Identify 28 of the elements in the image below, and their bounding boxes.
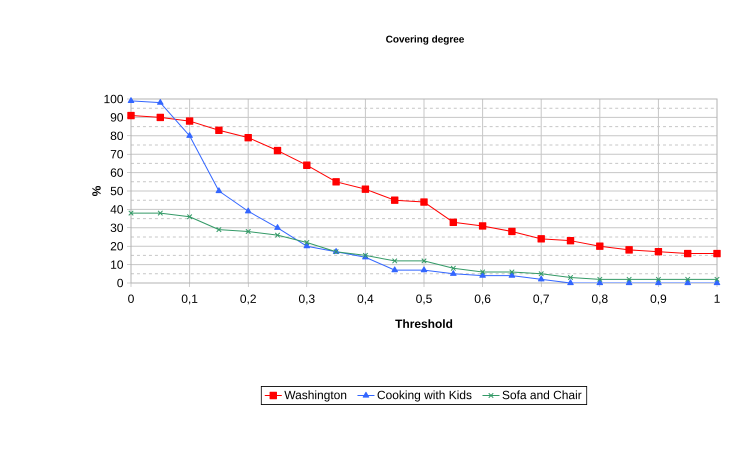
x-tick-label: 0,6	[474, 294, 490, 304]
y-tick-label: 50	[110, 186, 124, 196]
x-tick-label: 0,8	[592, 294, 608, 304]
x-tick-label: 1	[714, 294, 720, 303]
y-tick-label: 20	[110, 242, 124, 250]
x-tick-label: 0,9	[650, 294, 666, 304]
legend-label: Sofa and Chair	[502, 390, 582, 400]
x-tick-label: 0,4	[358, 294, 374, 304]
chart-title: Covering degree	[386, 35, 464, 45]
x-tick-label: 0,7	[533, 294, 549, 304]
legend-label: Cooking with Kids	[378, 390, 472, 402]
y-tick-label: 40	[110, 205, 124, 214]
y-tick-label: 0	[117, 278, 124, 288]
y-axis-title: %	[92, 186, 101, 196]
x-tick-label: 0,1	[182, 294, 198, 304]
x-tick-label: 0,2	[240, 294, 256, 304]
x-tick-label: 0,5	[416, 294, 432, 304]
legend-label: Washington	[284, 390, 346, 402]
y-tick-label: 100	[104, 94, 124, 104]
y-tick-label: 90	[110, 113, 124, 122]
y-tick-label: 30	[110, 224, 124, 232]
x-axis-title: Threshold	[395, 319, 452, 328]
y-tick-label: 70	[110, 150, 124, 158]
y-tick-label: 80	[110, 132, 124, 140]
x-tick-label: 0,3	[298, 294, 315, 304]
y-tick-label: 60	[110, 168, 124, 177]
x-tick-label: 0	[128, 294, 134, 303]
y-tick-label: 10	[111, 260, 124, 269]
